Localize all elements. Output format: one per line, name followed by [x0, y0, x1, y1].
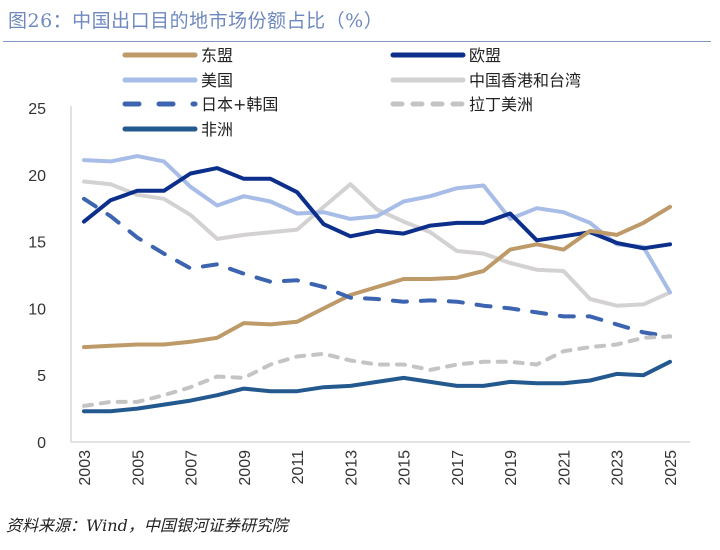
x-tick-label: 2017	[450, 450, 467, 486]
y-tick-label: 20	[28, 168, 46, 185]
figure-title: 图26：中国出口目的地市场份额占比（%）	[8, 10, 384, 32]
x-tick-label: 2025	[663, 450, 680, 486]
x-tick-label: 2013	[343, 450, 360, 486]
series-line-0	[82, 204, 672, 350]
series-line-4	[82, 196, 672, 339]
legend-label: 中国香港和台湾	[469, 71, 581, 90]
legend-label: 非洲	[201, 120, 233, 139]
series-line-6	[82, 359, 672, 414]
legend-label: 拉丁美洲	[469, 95, 533, 114]
source-note: 资料来源：Wind，中国银河证券研究院	[6, 516, 288, 535]
series-line-3	[82, 179, 672, 308]
y-tick-label: 15	[28, 235, 46, 252]
x-tick-label: 2005	[130, 450, 147, 486]
legend-label: 日本+韩国	[201, 95, 278, 114]
y-tick-label: 10	[28, 301, 46, 318]
legend-label: 欧盟	[469, 46, 501, 65]
series-line-1	[82, 166, 672, 251]
legend-label: 东盟	[201, 46, 233, 65]
y-tick-label: 0	[37, 435, 46, 452]
series-line-2	[82, 154, 672, 295]
y-tick-label: 5	[37, 368, 46, 385]
x-tick-label: 2023	[610, 450, 627, 486]
x-tick-label: 2009	[237, 450, 254, 486]
x-tick-label: 2003	[77, 450, 94, 486]
title-divider	[3, 41, 711, 42]
x-tick-label: 2007	[184, 450, 201, 486]
series-line-5	[82, 334, 672, 408]
x-tick-label: 2015	[397, 450, 414, 486]
legend-label: 美国	[201, 71, 233, 90]
x-tick-label: 2019	[503, 450, 520, 486]
y-tick-label: 25	[28, 101, 46, 118]
x-tick-label: 2011	[290, 450, 307, 485]
x-tick-label: 2021	[556, 450, 573, 486]
